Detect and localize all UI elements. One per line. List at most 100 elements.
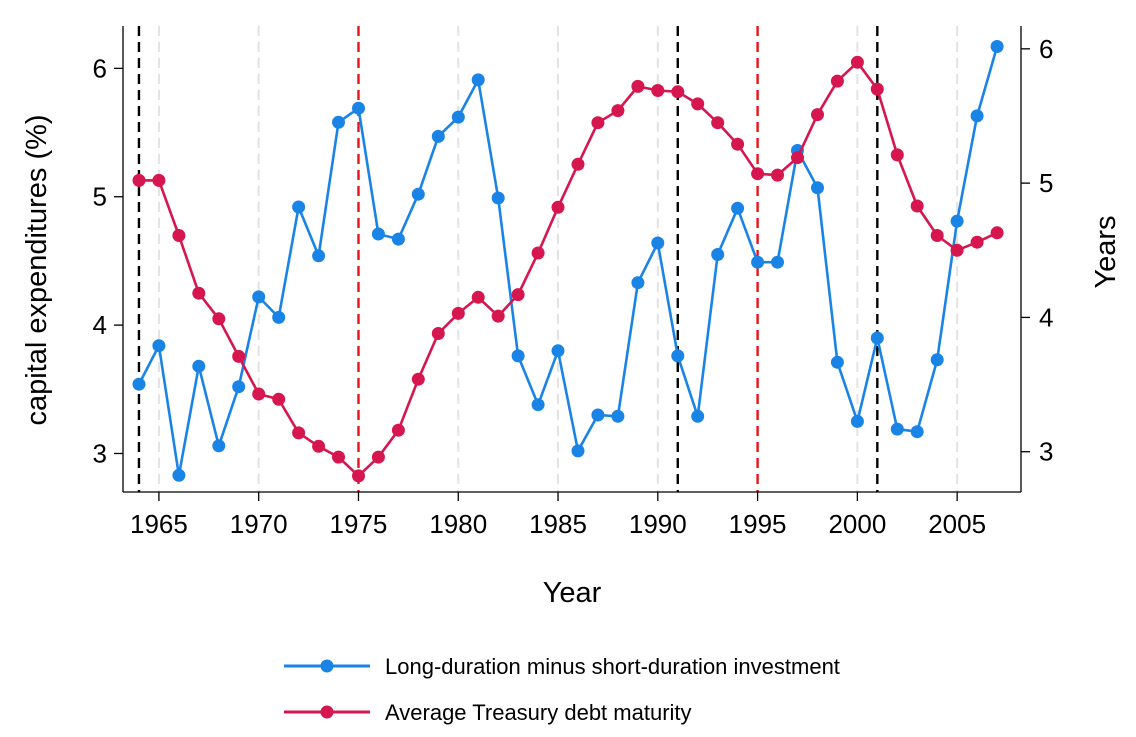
data-point-0-1989 [631,276,645,290]
data-point-0-1983 [511,349,525,363]
data-point-1-1966 [172,229,186,242]
data-point-1-1981 [471,290,485,304]
legend: Long-duration minus short-duration inves… [284,654,840,725]
data-point-1-1975 [352,469,365,483]
data-point-0-1999 [830,355,844,369]
data-point-1-2006 [970,235,984,249]
data-point-1-1976 [371,450,385,464]
data-point-0-2007 [990,40,1004,53]
data-point-0-1992 [691,409,705,423]
data-point-1-1986 [571,157,585,171]
data-point-0-1998 [811,181,824,195]
data-point-1-1977 [391,423,405,437]
data-point-0-1975 [352,101,365,115]
data-point-0-1969 [232,380,246,394]
left-tick-label-5: 5 [93,182,107,212]
data-point-1-1989 [631,79,645,93]
legend-marker-treasury-maturity [320,705,334,719]
data-point-0-2005 [950,214,964,228]
right-tick-label-6: 6 [1039,34,1053,64]
left-axis-title: capital expenditures (%) [21,114,53,425]
data-point-1-1997 [791,151,804,165]
data-point-0-1968 [212,439,226,453]
data-point-1-1998 [811,108,824,122]
x-axis-ticks: 1965 1970 1975 1980 1985 1990 1995 2000 2005 [130,492,986,539]
data-point-0-2006 [970,109,984,123]
data-point-1-1972 [292,426,306,440]
data-point-1-1974 [332,450,345,464]
data-point-1-1993 [711,116,725,130]
data-point-1-1994 [731,137,745,151]
x-tick-label-1985: 1985 [529,509,587,539]
data-point-1-1969 [232,349,246,363]
series-0 [132,40,1004,482]
data-point-0-2004 [930,353,944,367]
left-tick-label-4: 4 [93,310,107,340]
data-point-1-1999 [830,74,844,88]
data-point-0-1996 [771,255,784,269]
x-tick-label-2005: 2005 [928,509,986,539]
data-point-1-2000 [850,55,864,69]
data-point-1-1980 [451,306,465,320]
legend-label-long-duration: Long-duration minus short-duration inves… [385,654,840,679]
data-point-0-1979 [431,129,445,143]
series-1 [132,55,1004,483]
data-point-0-1981 [471,73,485,87]
data-point-0-1985 [551,344,565,358]
series-line-0 [137,46,999,477]
data-point-0-1984 [531,398,545,412]
data-point-1-1965 [152,173,166,187]
data-point-1-2007 [990,226,1004,240]
data-point-1-2003 [910,199,924,213]
data-point-1-1982 [491,309,505,323]
data-point-0-1972 [292,200,306,214]
data-point-0-1970 [252,290,266,304]
left-axis-ticks: 3 4 5 6 [93,53,123,468]
data-point-1-1987 [591,116,605,130]
x-axis-title: Year [543,577,602,609]
data-point-1-1964 [132,173,146,187]
data-point-1-1983 [511,288,525,302]
x-tick-label-2000: 2000 [828,509,886,539]
data-point-1-2001 [870,82,884,96]
data-point-1-1973 [312,439,326,453]
data-point-1-1996 [771,168,784,182]
right-tick-label-3: 3 [1039,437,1053,467]
data-point-0-1995 [751,255,765,269]
data-point-1-1971 [272,392,286,406]
right-axis-title: Years [1090,215,1122,288]
data-point-1-1995 [751,167,765,181]
legend-marker-long-duration [320,659,334,673]
data-point-1-1968 [212,312,226,326]
grid-lines [157,26,959,492]
data-point-0-2002 [890,422,904,436]
right-tick-label-5: 5 [1039,168,1053,198]
data-point-0-1964 [132,377,146,391]
data-point-0-1974 [332,115,345,129]
event-lines [137,26,879,492]
x-tick-label-1990: 1990 [629,509,687,539]
left-tick-label-3: 3 [93,438,107,468]
data-point-1-1970 [252,387,266,401]
x-tick-label-1995: 1995 [729,509,787,539]
data-point-0-1971 [272,310,286,324]
data-point-0-2003 [910,425,924,439]
data-point-0-1966 [172,468,186,482]
data-point-0-1986 [571,444,585,458]
x-tick-label-1980: 1980 [429,509,487,539]
data-point-0-1973 [312,249,326,263]
data-point-1-1978 [411,372,425,386]
data-point-0-1993 [711,248,725,261]
data-point-1-1988 [611,104,625,118]
data-point-1-2004 [930,229,944,242]
data-point-1-1992 [691,97,705,111]
right-axis-ticks: 3 4 5 6 [1021,34,1053,467]
data-point-0-1967 [192,359,206,373]
data-point-1-2005 [950,243,964,257]
data-point-1-1984 [531,246,545,260]
data-point-0-1965 [152,339,166,353]
data-point-1-1967 [192,286,206,300]
legend-label-treasury-maturity: Average Treasury debt maturity [385,700,692,725]
data-point-0-2001 [870,331,884,345]
